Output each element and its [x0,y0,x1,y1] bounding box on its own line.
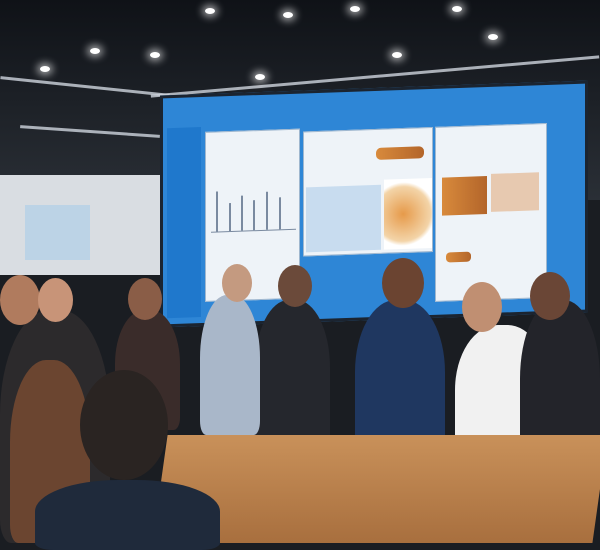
person [355,300,445,460]
chart-bar [216,191,218,232]
chart-bar [241,195,243,231]
artifact-image [376,146,424,160]
person [255,300,330,450]
chart-bar [253,200,255,231]
artifact-image [491,172,539,212]
person-head [278,265,312,307]
ceiling-light [283,12,293,18]
image-placeholder [306,184,381,253]
ceiling-light [205,8,215,14]
person-head [462,282,502,332]
chart-bar [266,191,268,230]
ceiling-light [150,52,160,58]
gallery-panel [435,122,547,302]
bar-chart [211,179,296,233]
light-beam [20,125,160,138]
person [200,295,260,435]
ceiling-light [488,34,498,40]
ceiling-light [255,74,265,80]
ceiling-light [392,52,402,58]
chart-bar [279,197,281,230]
foreground-person-head [80,370,168,480]
person-head [222,264,252,302]
artifact-image [446,251,471,263]
wall-display [25,205,90,260]
person-head [530,272,570,320]
light-beam [0,76,170,97]
chart-bar [229,202,231,232]
map-image [384,177,432,250]
person-head [0,275,40,325]
ceiling-light [90,48,100,54]
person-head [38,278,73,322]
artifact-image [442,176,487,216]
foreground-person [35,480,220,550]
ceiling-light [40,66,50,72]
ceiling-light [350,6,360,12]
person-head [128,278,162,320]
screen-sidebar [167,127,201,319]
person-head [382,258,424,308]
ceiling-light [452,6,462,12]
content-panel [303,126,433,257]
